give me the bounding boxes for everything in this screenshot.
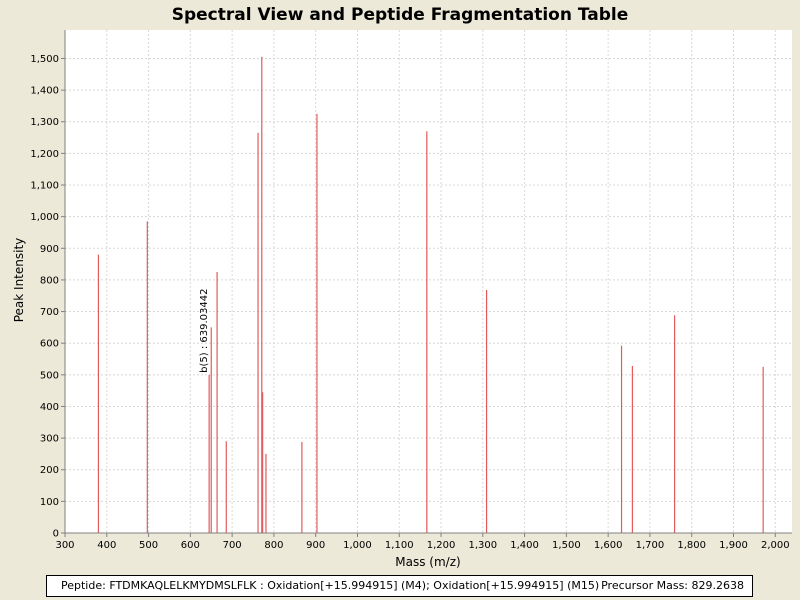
y-axis-label: Peak Intensity xyxy=(12,238,26,323)
x-tick-label: 1,200 xyxy=(427,540,456,551)
y-tick-label: 100 xyxy=(40,497,59,508)
y-tick-label: 600 xyxy=(40,339,59,350)
x-tick-label: 1,000 xyxy=(343,540,372,551)
x-tick-label: 1,800 xyxy=(677,540,706,551)
plot-area xyxy=(65,30,792,533)
chart-title: Spectral View and Peptide Fragmentation … xyxy=(172,5,629,25)
x-tick-label: 300 xyxy=(55,540,74,551)
peak-annotation: b(5) : 639.03442 xyxy=(199,288,210,372)
y-tick-label: 300 xyxy=(40,434,59,445)
x-tick-label: 1,600 xyxy=(594,540,623,551)
y-tick-label: 700 xyxy=(40,307,59,318)
y-tick-label: 1,200 xyxy=(30,149,59,160)
precursor-mass-text: Precursor Mass: 829.2638 xyxy=(601,579,744,592)
x-tick-label: 1,900 xyxy=(719,540,748,551)
spectrum-chart: Spectral View and Peptide Fragmentation … xyxy=(12,5,792,569)
y-tick-label: 500 xyxy=(40,370,59,381)
x-tick-label: 1,100 xyxy=(385,540,414,551)
grid-lines xyxy=(64,30,792,534)
x-tick-label: 600 xyxy=(181,540,200,551)
x-tick-label: 500 xyxy=(139,540,158,551)
y-tick-label: 800 xyxy=(40,275,59,286)
axes: 300 400 500 600 700 800 900 1,000 1,100 1,200 1,30… xyxy=(30,30,792,551)
peptide-sequence-text: Peptide: FTDMKAQLELKMYDMSLFLK : Oxidatio… xyxy=(61,579,600,592)
x-tick-label: 400 xyxy=(97,540,116,551)
y-tick-label: 0 xyxy=(53,529,59,540)
x-tick-label: 1,400 xyxy=(510,540,539,551)
y-tick-label: 400 xyxy=(40,402,59,413)
x-axis-label: Mass (m/z) xyxy=(395,555,460,569)
x-tick-label: 1,300 xyxy=(468,540,497,551)
y-tick-label: 1,300 xyxy=(30,117,59,128)
x-tick-label: 800 xyxy=(264,540,283,551)
peak-series xyxy=(97,56,764,533)
x-tick-label: 700 xyxy=(223,540,242,551)
annotations: b(5) : 639.03442 xyxy=(199,288,210,372)
y-tick-label: 1,000 xyxy=(30,212,59,223)
y-tick-label: 1,500 xyxy=(30,54,59,65)
x-tick-label: 900 xyxy=(306,540,325,551)
y-tick-label: 200 xyxy=(40,465,59,476)
x-tick-label: 2,000 xyxy=(761,540,790,551)
y-tick-label: 1,400 xyxy=(30,86,59,97)
x-tick-label: 1,700 xyxy=(636,540,665,551)
y-tick-label: 1,100 xyxy=(30,181,59,192)
peptide-info-box: Peptide: FTDMKAQLELKMYDMSLFLK : Oxidatio… xyxy=(46,575,753,597)
y-tick-label: 900 xyxy=(40,244,59,255)
x-tick-label: 1,500 xyxy=(552,540,581,551)
